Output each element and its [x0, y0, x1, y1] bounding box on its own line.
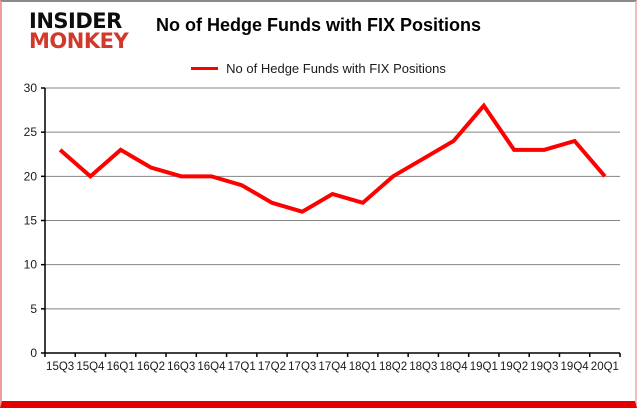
logo-line-monkey: MONKEY — [29, 29, 129, 53]
y-tick-label: 0 — [30, 346, 37, 360]
x-tick-label: 16Q3 — [167, 361, 195, 373]
x-tick-label: 18Q3 — [409, 361, 437, 373]
x-tick-label: 17Q3 — [288, 361, 316, 373]
chart-plot-area: 0 5 10 15 20 25 30 15Q3 15Q4 16Q1 16Q2 16Q3 16Q4 17Q1… — [2, 2, 635, 401]
x-tick-label: 19Q4 — [561, 361, 590, 373]
legend-label: No of Hedge Funds with FIX Positions — [226, 61, 446, 76]
insider-monkey-logo: INSIDER MONKEY — [29, 9, 129, 53]
x-tick-label: 17Q1 — [228, 361, 256, 373]
x-tick-label: 16Q1 — [107, 361, 135, 373]
x-tick-label: 19Q2 — [500, 361, 528, 373]
y-tick-label: 30 — [24, 81, 38, 95]
y-tick-label: 20 — [24, 169, 38, 183]
x-tick-label: 16Q2 — [137, 361, 165, 373]
x-tick-label: 16Q4 — [197, 361, 226, 373]
x-tick-label: 19Q3 — [530, 361, 558, 373]
chart-legend: No of Hedge Funds with FIX Positions — [2, 61, 635, 76]
chart-title: No of Hedge Funds with FIX Positions — [156, 15, 481, 35]
x-tick-label: 20Q1 — [591, 361, 619, 373]
series-line — [58, 102, 607, 214]
y-tick-label: 25 — [24, 125, 38, 139]
x-tick-label: 18Q1 — [349, 361, 377, 373]
y-tick-label: 5 — [30, 302, 37, 316]
x-tick-label: 15Q3 — [46, 361, 74, 373]
legend-line-swatch — [191, 67, 219, 70]
x-tick-label: 19Q1 — [470, 361, 498, 373]
x-tick-label: 18Q4 — [439, 361, 468, 373]
chart-canvas: 0 5 10 15 20 25 30 15Q3 15Q4 16Q1 16Q2 16Q3 16Q4 17Q1… — [24, 81, 621, 373]
x-tick-label: 15Q4 — [76, 361, 105, 373]
y-tick-label: 15 — [24, 214, 38, 228]
x-tick-label: 17Q2 — [258, 361, 286, 373]
x-tick-label: 17Q4 — [318, 361, 347, 373]
logo-line-insider: INSIDER — [29, 9, 122, 33]
x-tick-label: 18Q2 — [379, 361, 407, 373]
y-tick-label: 10 — [24, 258, 38, 272]
